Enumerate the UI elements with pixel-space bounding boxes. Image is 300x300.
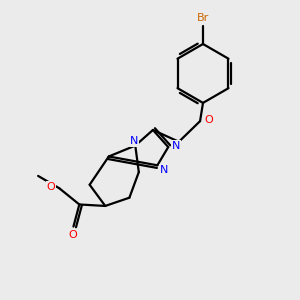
Text: N: N [160,165,168,175]
Text: O: O [68,230,77,240]
Text: O: O [204,115,213,125]
Text: N: N [130,136,138,146]
Text: N: N [172,141,180,151]
Text: O: O [47,182,56,192]
Text: Br: Br [197,13,209,23]
